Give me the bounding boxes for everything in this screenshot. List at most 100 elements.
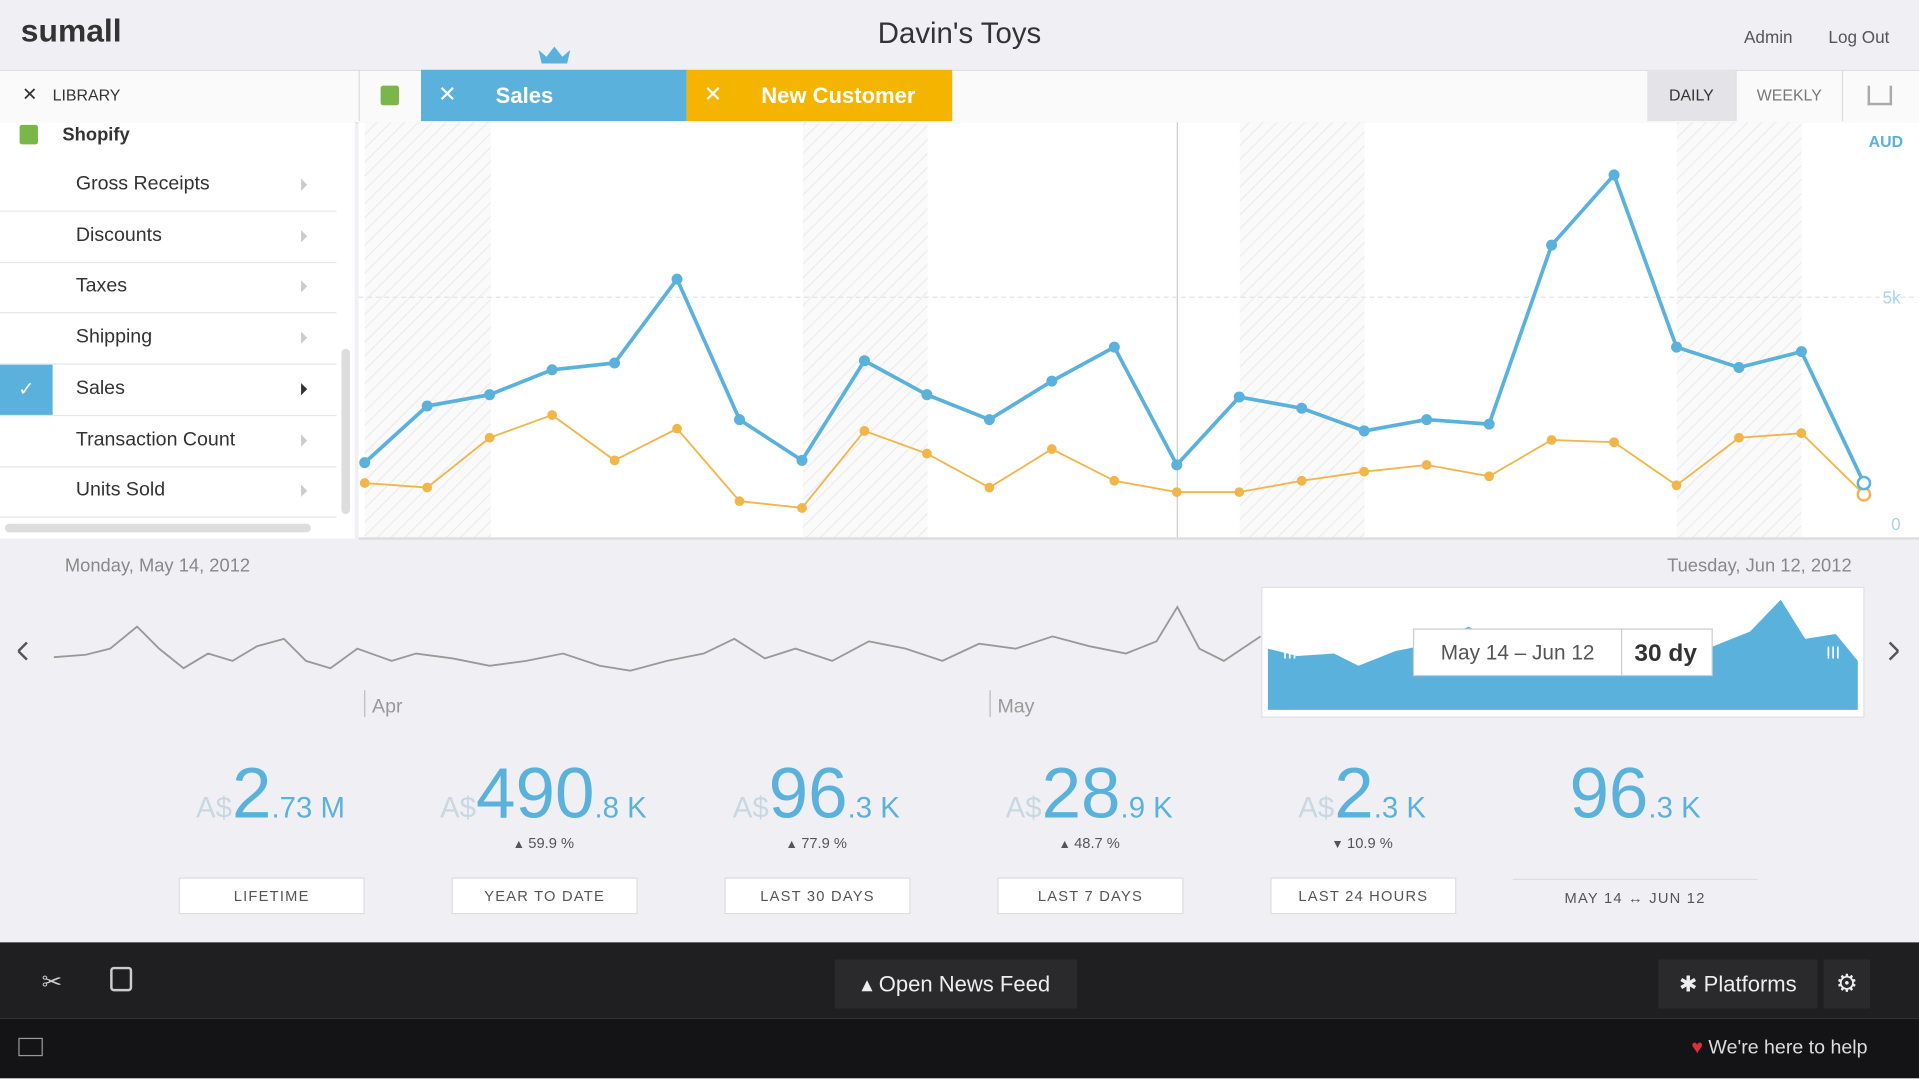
data-point [1733,361,1745,374]
data-point [1483,418,1495,430]
range-handle[interactable]: III [1826,642,1840,662]
data-point [421,400,433,412]
close-icon[interactable]: ✕ [22,84,38,106]
library-panel: Shopify Gross Receipts Discounts Taxes Ship… [0,122,355,539]
change-value: 10.9 % [1347,834,1393,852]
library-item[interactable]: Taxes [0,262,337,314]
tab-label: Sales [495,83,554,108]
item-label: Shipping [75,326,153,348]
chevron [301,382,308,396]
data-point [1046,444,1057,454]
data-point [547,410,558,420]
item-label: Units Sold [75,479,166,501]
data-point [734,414,746,426]
data-point [1484,471,1495,482]
library-item[interactable]: ✓ Sales [0,364,337,416]
tools-icon[interactable]: ✂ [41,969,63,997]
main-number: 96 [768,753,848,834]
news-feed-button[interactable]: ▴ Open News Feed [834,959,1077,1009]
data-point [1234,487,1245,497]
data-point [1609,437,1619,448]
data-point [484,432,495,443]
admin-link[interactable]: Admin [1743,26,1793,47]
data-point [1671,341,1683,353]
period-button[interactable]: LAST 24 HOURS [1270,877,1457,915]
lock-icon[interactable] [110,966,133,992]
header [0,0,1919,70]
next-arrow[interactable] [1888,641,1900,661]
data-point [921,389,933,401]
help-link[interactable]: ♥ We're here to help [1691,1037,1868,1059]
main-number: 490 [476,753,595,834]
logo[interactable]: sumall [20,12,122,49]
store-title: Davin's Toys [877,17,1042,51]
source-name: Shopify [62,124,130,146]
stat-value: 96.3 K [1513,753,1758,835]
currency: A$ [1005,791,1042,825]
daily-button[interactable]: DAILY [1647,69,1736,122]
data-point [1359,466,1370,477]
month-label: May [997,695,1034,717]
data-point [797,503,807,513]
logout-link[interactable]: Log Out [1828,26,1890,47]
item-label: Transaction Count [75,428,236,450]
data-point [922,448,932,459]
unit-label: AUD [1869,134,1903,151]
chevron [301,229,308,242]
period-button[interactable]: YEAR TO DATE [451,877,638,915]
data-point [858,355,870,367]
range-end: JUN 12 [1649,889,1706,907]
stat-value: A$2.3 K [1240,753,1485,835]
data-point [1171,487,1182,497]
library-item[interactable]: Shipping [0,313,337,365]
arrow: ▲ [1058,838,1075,852]
library-item[interactable]: Gross Receipts [0,160,337,212]
suffix: .9 K [1120,791,1173,825]
arrow: ▼ [1331,838,1348,852]
print-icon[interactable] [1867,85,1893,106]
period-button[interactable]: LAST 30 DAYS [724,877,911,915]
data-point [484,389,496,401]
range-handle[interactable]: III [1283,642,1297,662]
period-button[interactable]: LAST 7 DAYS [997,877,1184,915]
chevron [301,331,308,345]
data-point [359,457,371,469]
sales-tab[interactable]: ✕ Sales [421,69,687,122]
stat: A$2.73 M LIFETIME [148,753,393,915]
data-point [1109,475,1120,486]
news-label: Open News Feed [878,971,1051,997]
settings-button[interactable]: ⚙ [1823,959,1871,1009]
currency: A$ [1298,791,1335,825]
library-item[interactable]: Transaction Count [0,415,337,467]
library-label[interactable]: LIBRARY [52,85,121,105]
stat: A$490.8 K ▲ 59.9 % YEAR TO DATE [421,753,666,915]
stat: A$28.9 K ▲ 48.7 % LAST 7 DAYS [967,753,1212,915]
data-point [1671,480,1682,491]
library-item[interactable]: Units Sold [0,467,337,518]
prev-arrow[interactable] [17,641,28,661]
data-point [1795,346,1807,358]
period-button[interactable]: LIFETIME [178,877,365,915]
data-point [983,414,995,426]
currency: A$ [196,791,232,825]
month-label: Apr [372,695,403,717]
platforms-button[interactable]: ✱ Platforms [1658,959,1818,1009]
weekend-bands [364,122,1802,539]
book-icon[interactable] [18,1037,43,1057]
main-number: 96 [1569,753,1649,834]
scrollbar [4,523,311,533]
span-label: 30 dy [1634,640,1697,667]
weekly-button[interactable]: WEEKLY [1735,69,1844,122]
data-point [796,454,808,466]
data-point [859,426,870,436]
chevron [301,280,308,293]
customer-tab[interactable]: ✕ New Customer [686,69,953,122]
overview-line [53,605,1262,672]
chevron [301,433,308,447]
currency: A$ [732,791,769,825]
shopify-tab[interactable] [358,69,423,122]
chart: 0 5k AUD Monday, May 14, 2012 Tuesday, Ju… [17,122,1919,718]
library-item[interactable]: Discounts [0,211,337,263]
data-point [672,423,682,434]
